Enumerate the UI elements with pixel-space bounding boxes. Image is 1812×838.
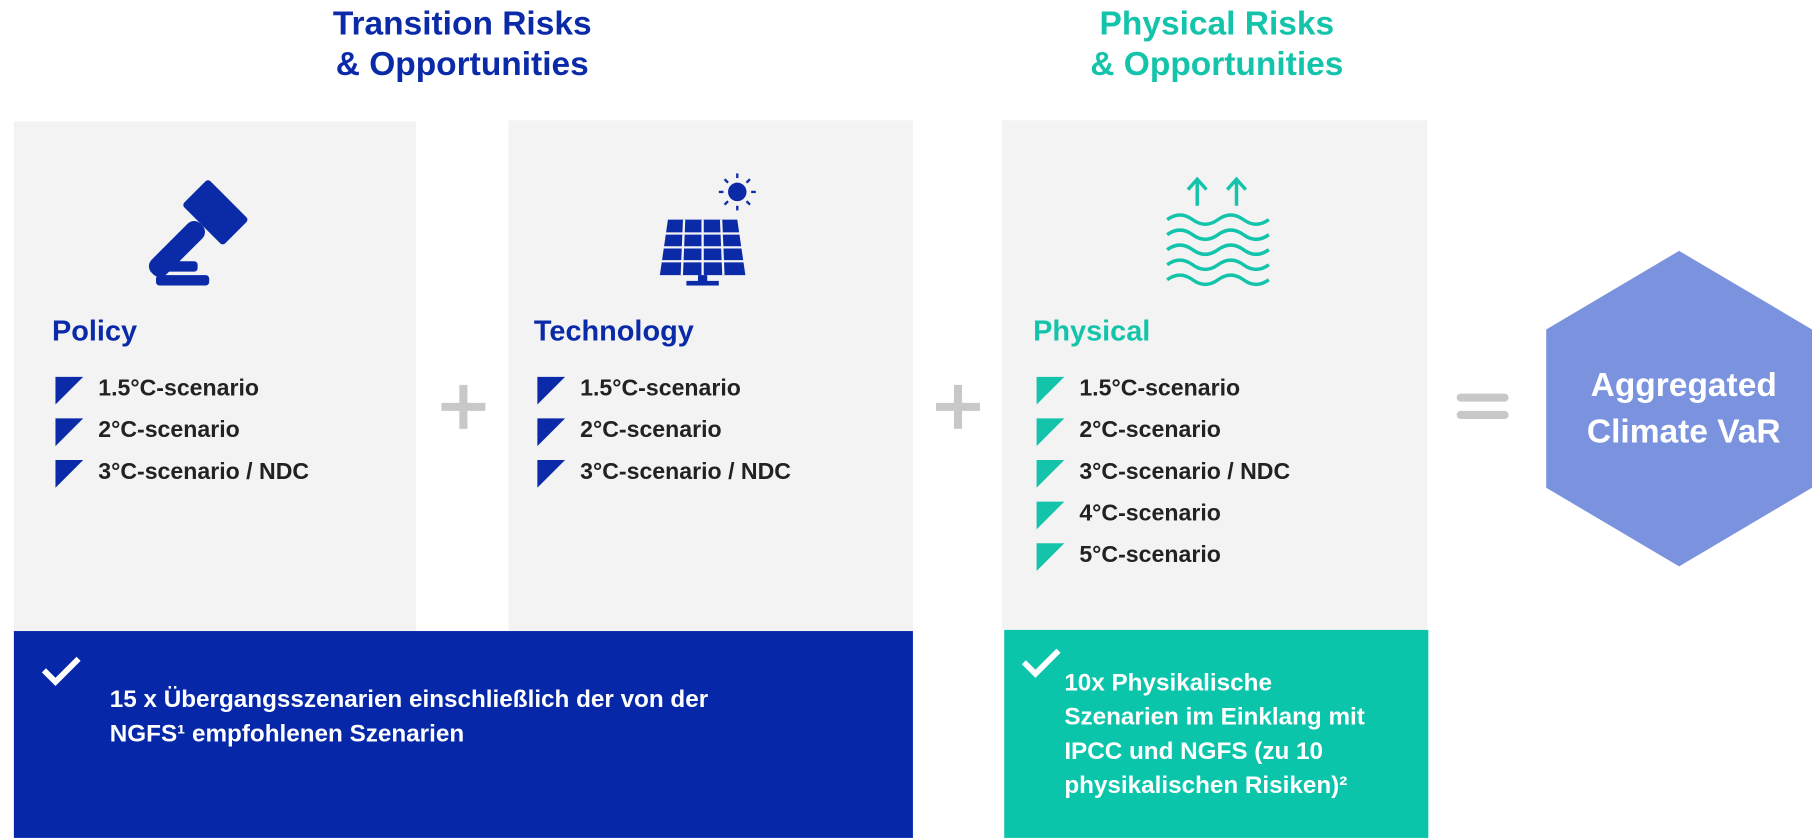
- hexagon: [1546, 250, 1812, 567]
- banner-text: NGFS¹ empfohlenen Szenarien: [110, 720, 464, 747]
- scenario-item: 3°C-scenario / NDC: [1079, 458, 1290, 484]
- plus-sign: [441, 384, 486, 429]
- card-title: Technology: [534, 316, 694, 348]
- scenario-item: 1.5°C-scenario: [580, 375, 741, 401]
- banner-text: Szenarien im Einklang mit: [1064, 704, 1365, 731]
- banner: [13, 631, 913, 838]
- plus-sign: [936, 384, 980, 429]
- banner-text: 15 x Übergangsszenarien einschließlich d…: [110, 686, 709, 713]
- card: [1001, 120, 1428, 630]
- equals-sign: [1456, 393, 1509, 419]
- scenario-item: 5°C-scenario: [1079, 541, 1221, 567]
- scenario-item: 3°C-scenario / NDC: [98, 458, 309, 484]
- check-icon: [1021, 648, 1061, 678]
- banner-text: IPCC und NGFS (zu 10: [1064, 738, 1323, 765]
- scenario-item: 3°C-scenario / NDC: [580, 458, 791, 484]
- result-label: Aggregated: [1591, 367, 1777, 404]
- result-label: Climate VaR: [1587, 413, 1781, 450]
- scenario-item: 4°C-scenario: [1079, 499, 1221, 525]
- check-icon: [41, 656, 81, 686]
- banner: [1004, 629, 1429, 838]
- card: [508, 120, 913, 632]
- scenario-item: 2°C-scenario: [580, 416, 722, 442]
- scenario-item: 1.5°C-scenario: [98, 375, 259, 401]
- banner-text: physikalischen Risiken)²: [1064, 772, 1347, 799]
- scenario-item: 2°C-scenario: [1079, 416, 1221, 442]
- banner-text: 10x Physikalische: [1064, 670, 1272, 697]
- card-title: Policy: [52, 316, 137, 348]
- water-icon: [1166, 176, 1270, 287]
- section-title: & Opportunities: [1090, 46, 1343, 83]
- card-title: Physical: [1033, 316, 1150, 348]
- section-title: & Opportunities: [336, 46, 589, 83]
- scenario-item: 2°C-scenario: [98, 416, 240, 442]
- scenario-item: 1.5°C-scenario: [1079, 375, 1240, 401]
- section-title: Transition Risks: [333, 5, 592, 42]
- bullet: [55, 418, 84, 447]
- bullet: [537, 418, 566, 447]
- gavel-icon: [148, 180, 248, 286]
- section-title: Physical Risks: [1100, 5, 1335, 42]
- solar-icon: [659, 173, 756, 286]
